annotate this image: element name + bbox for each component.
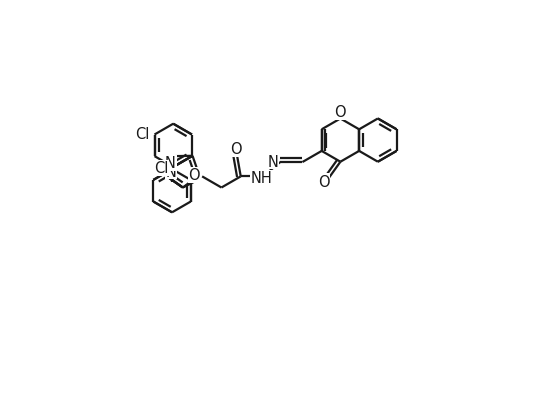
- Text: N: N: [165, 156, 176, 171]
- Text: NH: NH: [251, 171, 273, 186]
- Text: O: O: [318, 174, 330, 189]
- Text: Cl: Cl: [154, 161, 169, 176]
- Text: O: O: [230, 142, 242, 157]
- Text: N: N: [268, 154, 279, 169]
- Text: O: O: [189, 168, 200, 183]
- Text: Cl: Cl: [135, 127, 150, 142]
- Text: N: N: [165, 164, 176, 179]
- Text: O: O: [333, 105, 345, 120]
